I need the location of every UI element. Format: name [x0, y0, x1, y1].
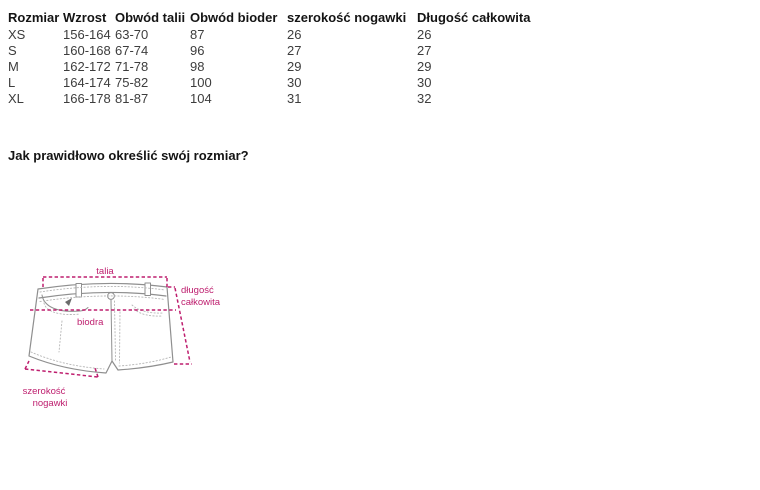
size-table-header-row: Rozmiar Wzrost Obwód talii Obwód bioder …: [8, 8, 567, 27]
front-seam-stitch: [114, 300, 116, 361]
cell-leg-width: 31: [287, 91, 302, 106]
header-rozmiar: Rozmiar: [8, 10, 60, 25]
how-to-measure-heading: Jak prawidłowo określić swój rozmiar?: [8, 148, 249, 163]
belt-loop-left: [75, 283, 82, 298]
cell-hips: 98: [190, 59, 205, 74]
header-obwod-bioder: Obwód bioder: [190, 10, 278, 25]
header-szerokosc-nogawki: szerokość nogawki: [287, 10, 407, 25]
leg-width-tick-right: [94, 367, 99, 378]
cell-waist: 81-87: [115, 91, 149, 106]
cell-size: S: [8, 43, 17, 58]
pocket-right-inner-stitch: [133, 308, 164, 317]
leg-width-measure-line: [24, 368, 99, 378]
cell-leg-width: 29: [287, 59, 302, 74]
pocket-left-line: [41, 294, 89, 312]
table-row-l: L 164-174 75-82 100 30 30: [8, 75, 567, 91]
cell-waist: 67-74: [115, 43, 149, 58]
waist-label: talia: [96, 266, 114, 277]
total-length-measure-line: [174, 287, 191, 363]
cell-leg-width: 26: [287, 27, 302, 42]
cell-total-length: 27: [417, 43, 432, 58]
cell-hips: 87: [190, 27, 205, 42]
total-length-label-line1: długość: [181, 285, 214, 296]
cell-size: L: [8, 75, 16, 90]
table-row-m: M 162-172 71-78 98 29 29: [8, 59, 567, 75]
left-hem-stitch: [30, 351, 105, 370]
cell-height: 156-164: [63, 27, 111, 42]
cell-height: 166-178: [63, 91, 111, 106]
table-row-xl: XL 166-178 81-87 104 31 32: [8, 91, 567, 107]
leg-width-label-line1: szerokość: [23, 386, 66, 397]
hips-label: biodra: [77, 317, 104, 328]
cell-height: 160-168: [63, 43, 111, 58]
cell-size: XL: [8, 91, 24, 106]
waistband-line: [38, 291, 167, 299]
front-seam-line: [110, 299, 113, 362]
leg-width-tick-left: [24, 360, 30, 370]
cell-hips: 104: [190, 91, 212, 106]
shorts-outline: [28, 282, 174, 374]
cell-leg-width: 30: [287, 75, 302, 90]
pocket-right-stitch: [131, 304, 165, 314]
shorts-diagram-image: talia biodra długość całkowita szerokość…: [23, 266, 221, 409]
cell-height: 164-174: [63, 75, 111, 90]
cell-waist: 63-70: [115, 27, 149, 42]
cell-total-length: 30: [417, 75, 432, 90]
cell-waist: 71-78: [115, 59, 149, 74]
header-wzrost: Wzrost: [63, 10, 107, 25]
table-row-xs: XS 156-164 63-70 87 26 26: [8, 27, 567, 43]
waistband-top-stitch: [39, 286, 166, 293]
cell-total-length: 32: [417, 91, 432, 106]
measurement-diagram: talia biodra długość całkowita szerokość…: [18, 257, 228, 417]
header-obwod-talii: Obwód talii: [115, 10, 186, 25]
cell-hips: 100: [190, 75, 212, 90]
cell-size: M: [8, 59, 19, 74]
pocket-arrow-mark: [65, 298, 72, 306]
cell-total-length: 26: [417, 27, 432, 42]
total-length-label-line2: całkowita: [181, 297, 221, 308]
right-inseam-stitch: [119, 311, 121, 364]
cell-hips: 96: [190, 43, 205, 58]
cell-size: XS: [8, 27, 26, 42]
size-table: Rozmiar Wzrost Obwód talii Obwód bioder …: [8, 8, 567, 107]
cell-waist: 75-82: [115, 75, 149, 90]
leg-width-label-line2: nogawki: [33, 398, 68, 409]
waistband-bottom-stitch: [39, 295, 166, 302]
cell-leg-width: 27: [287, 43, 302, 58]
cell-height: 162-172: [63, 59, 111, 74]
cell-total-length: 29: [417, 59, 432, 74]
belt-loop-right: [144, 282, 151, 296]
table-row-s: S 160-168 67-74 96 27 27: [8, 43, 567, 59]
header-dlugosc-calkowita: Długość całkowita: [417, 10, 531, 25]
right-hem-stitch: [118, 356, 172, 367]
